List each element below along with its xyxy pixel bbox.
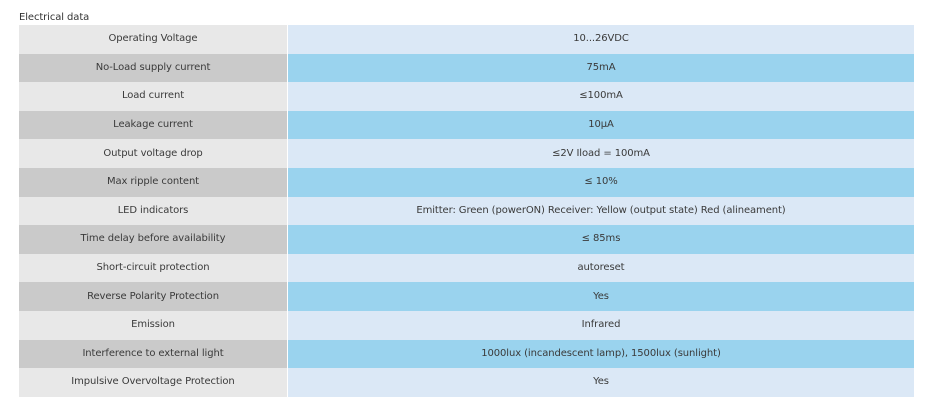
spec-value: 10...26VDC (287, 25, 914, 54)
spec-value: 1000lux (incandescent lamp), 1500lux (su… (287, 339, 914, 369)
spec-label: No-Load supply current (19, 53, 288, 83)
spec-value: ≤ 10% (287, 167, 914, 197)
table-row: Load current ≤100mA (19, 82, 914, 111)
table-row: No-Load supply current 75mA (19, 53, 914, 83)
spec-value: ≤ 85ms (287, 225, 914, 254)
electrical-data-table: Operating Voltage 10...26VDC No-Load sup… (19, 25, 914, 397)
table-row: Max ripple content ≤ 10% (19, 167, 914, 197)
table-row: Reverse Polarity Protection Yes (19, 282, 914, 311)
section-title: Electrical data (19, 12, 90, 23)
spec-value: ≤2V Iload = 100mA (287, 139, 914, 168)
table-row: Time delay before availability ≤ 85ms (19, 225, 914, 254)
spec-label: LED indicators (19, 196, 288, 226)
table-row: Impulsive Overvoltage Protection Yes (19, 368, 914, 397)
table-row: Operating Voltage 10...26VDC (19, 25, 914, 54)
spec-label: Interference to external light (19, 339, 288, 369)
spec-value: Yes (287, 368, 914, 397)
spec-label: Reverse Polarity Protection (19, 282, 288, 311)
spec-value: Yes (287, 282, 914, 311)
spec-label: Operating Voltage (19, 25, 288, 54)
spec-value: 10μA (287, 110, 914, 140)
spec-label: Max ripple content (19, 167, 288, 197)
table-row: Leakage current 10μA (19, 110, 914, 140)
spec-value: ≤100mA (287, 82, 914, 111)
spec-label: Emission (19, 310, 288, 340)
spec-value: Infrared (287, 310, 914, 340)
spec-label: Output voltage drop (19, 139, 288, 168)
spec-label: Short-circuit protection (19, 253, 288, 283)
spec-label: Load current (19, 82, 288, 111)
table-row: Emission Infrared (19, 310, 914, 340)
spec-value: autoreset (287, 253, 914, 283)
table-row: Interference to external light 1000lux (… (19, 339, 914, 369)
spec-label: Impulsive Overvoltage Protection (19, 368, 288, 397)
table-row: Short-circuit protection autoreset (19, 253, 914, 283)
spec-value: 75mA (287, 53, 914, 83)
table-row: LED indicators Emitter: Green (powerON) … (19, 196, 914, 226)
spec-value: Emitter: Green (powerON) Receiver: Yello… (287, 196, 914, 226)
table-row: Output voltage drop ≤2V Iload = 100mA (19, 139, 914, 168)
spec-label: Leakage current (19, 110, 288, 140)
spec-label: Time delay before availability (19, 225, 288, 254)
